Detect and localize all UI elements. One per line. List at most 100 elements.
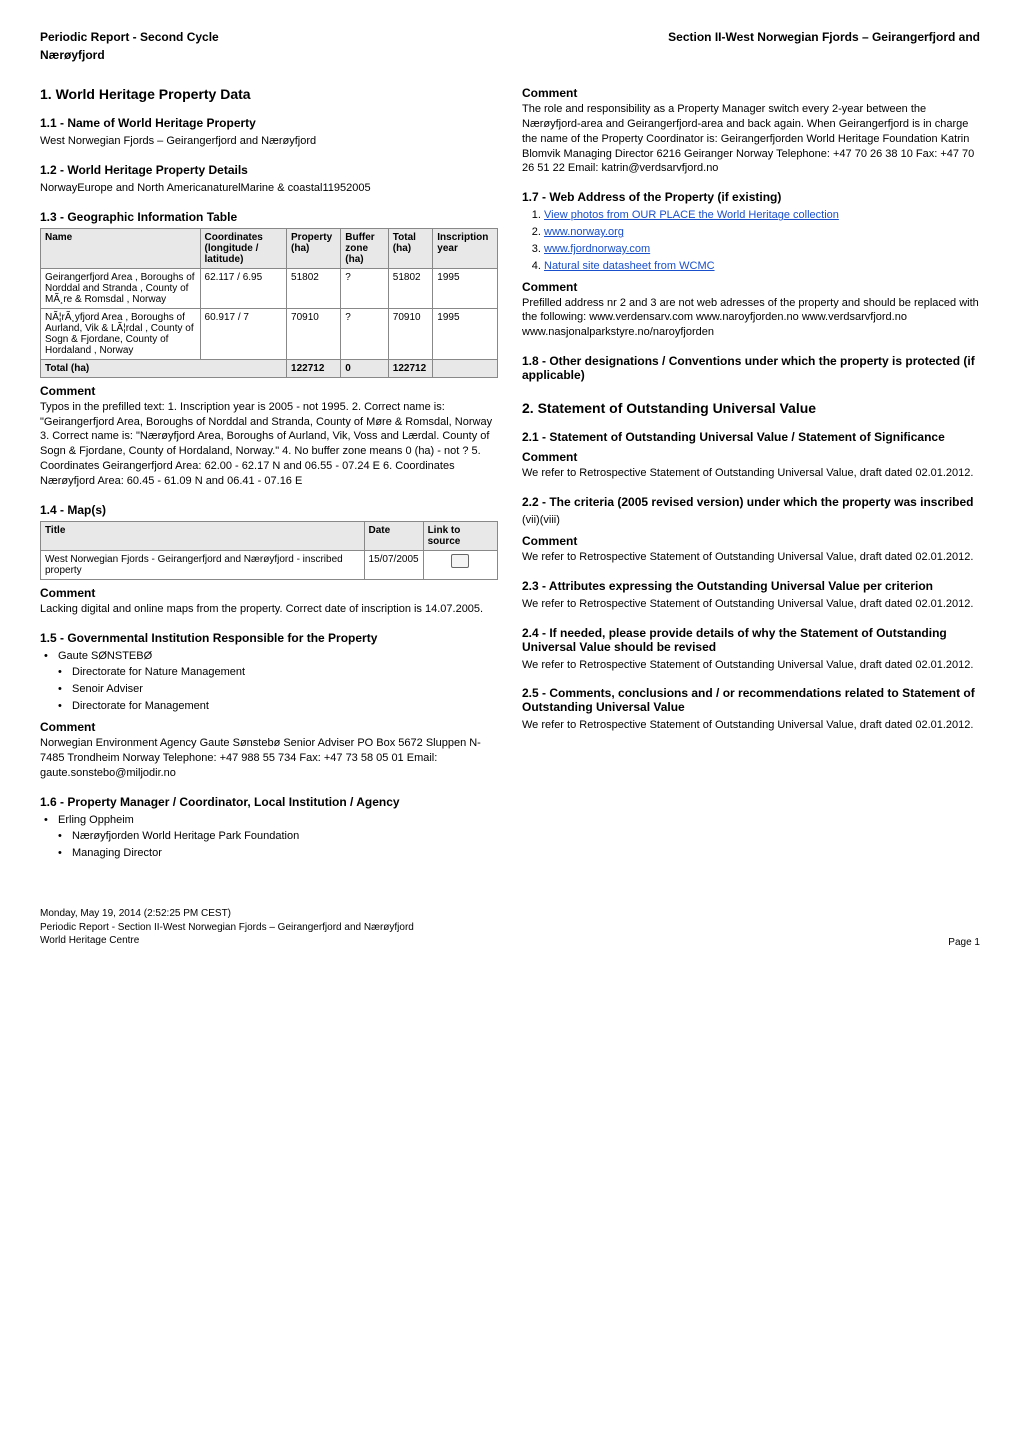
page-footer: Monday, May 19, 2014 (2:52:25 PM CEST) P… (40, 907, 980, 948)
geo-cell: 51802 (388, 268, 432, 308)
section-1-6-comment: The role and responsibility as a Propert… (522, 102, 980, 176)
right-column: Comment The role and responsibility as a… (522, 80, 980, 867)
section-1-title: 1. World Heritage Property Data (40, 86, 498, 102)
footer-page-number: Page 1 (948, 937, 980, 948)
map-col-link: Link to source (423, 521, 497, 550)
section-1-5-comment: Norwegian Environment Agency Gaute Sønst… (40, 736, 498, 781)
geo-col-coords: Coordinates (longitude / latitude) (200, 228, 287, 268)
comment-label: Comment (522, 534, 980, 548)
section-1-7-title: 1.7 - Web Address of the Property (if ex… (522, 190, 980, 204)
section-1-1-text: West Norwegian Fjords – Geirangerfjord a… (40, 134, 498, 149)
section-2-4-text: We refer to Retrospective Statement of O… (522, 658, 980, 673)
footer-timestamp: Monday, May 19, 2014 (2:52:25 PM CEST) (40, 907, 414, 921)
geo-table: Name Coordinates (longitude / latitude) … (40, 228, 498, 378)
section-1-3-title: 1.3 - Geographic Information Table (40, 210, 498, 224)
footer-report-name: Periodic Report - Section II-West Norweg… (40, 921, 414, 935)
section-2-2-comment: We refer to Retrospective Statement of O… (522, 550, 980, 565)
section-1-6-title: 1.6 - Property Manager / Coordinator, Lo… (40, 795, 498, 809)
header-left: Periodic Report - Second Cycle (40, 30, 219, 44)
map-table: Title Date Link to source West Norwegian… (40, 521, 498, 580)
list-item: www.fjordnorway.com (544, 242, 980, 257)
section-2-1-title: 2.1 - Statement of Outstanding Universal… (522, 430, 980, 444)
section-1-5-title: 1.5 - Governmental Institution Responsib… (40, 631, 498, 645)
map-cell-title: West Norwegian Fjords - Geirangerfjord a… (41, 550, 365, 579)
comment-label: Comment (40, 720, 498, 734)
section-1-5-list: Gaute SØNSTEBØ Directorate for Nature Ma… (44, 649, 498, 714)
geo-col-total: Total (ha) (388, 228, 432, 268)
geo-total-label: Total (ha) (41, 359, 287, 377)
comment-label: Comment (40, 586, 498, 600)
section-1-7-comment: Prefilled address nr 2 and 3 are not web… (522, 296, 980, 341)
footer-org: World Heritage Centre (40, 934, 414, 948)
geo-cell: 1995 (433, 308, 498, 359)
web-link[interactable]: www.fjordnorway.com (544, 243, 650, 255)
comment-label: Comment (40, 384, 498, 398)
page-header: Periodic Report - Second Cycle Section I… (40, 30, 980, 44)
section-2-3-title: 2.3 - Attributes expressing the Outstand… (522, 579, 980, 593)
left-column: 1. World Heritage Property Data 1.1 - Na… (40, 80, 498, 867)
geo-cell: 51802 (287, 268, 341, 308)
list-item: View photos from OUR PLACE the World Her… (544, 208, 980, 223)
list-item: Directorate for Nature Management (58, 665, 498, 680)
comment-label: Comment (522, 86, 980, 100)
section-1-4-comment: Lacking digital and online maps from the… (40, 602, 498, 617)
section-1-8-title: 1.8 - Other designations / Conventions u… (522, 354, 980, 382)
list-item: Senoir Adviser (58, 682, 498, 697)
geo-cell: Geirangerfjord Area , Boroughs of Nordda… (41, 268, 201, 308)
geo-cell: 70910 (388, 308, 432, 359)
section-1-2-title: 1.2 - World Heritage Property Details (40, 163, 498, 177)
document-icon (451, 554, 469, 568)
list-item: Managing Director (58, 846, 498, 861)
list-item: Erling Oppheim (44, 813, 498, 828)
section-2-2-title: 2.2 - The criteria (2005 revised version… (522, 495, 980, 509)
geo-total-cell: 122712 (287, 359, 341, 377)
table-row: Geirangerfjord Area , Boroughs of Nordda… (41, 268, 498, 308)
table-row: NÃ¦rÃ¸yfjord Area , Boroughs of Aurland,… (41, 308, 498, 359)
section-2-1-comment: We refer to Retrospective Statement of O… (522, 466, 980, 481)
list-item: www.norway.org (544, 225, 980, 240)
geo-total-cell: 0 (341, 359, 389, 377)
web-link[interactable]: View photos from OUR PLACE the World Her… (544, 209, 839, 221)
section-2-2-text: (vii)(viii) (522, 513, 980, 528)
table-header-row: Name Coordinates (longitude / latitude) … (41, 228, 498, 268)
map-cell-link[interactable] (423, 550, 497, 579)
footer-left: Monday, May 19, 2014 (2:52:25 PM CEST) P… (40, 907, 414, 948)
section-1-3-comment: Typos in the prefilled text: 1. Inscript… (40, 400, 498, 489)
header-right: Section II-West Norwegian Fjords – Geira… (668, 30, 980, 44)
list-item: Gaute SØNSTEBØ (44, 649, 498, 664)
list-item: Directorate for Management (58, 699, 498, 714)
section-2-4-title: 2.4 - If needed, please provide details … (522, 626, 980, 654)
geo-total-cell (433, 359, 498, 377)
section-1-4-title: 1.4 - Map(s) (40, 503, 498, 517)
geo-total-cell: 122712 (388, 359, 432, 377)
web-link[interactable]: Natural site datasheet from WCMC (544, 260, 715, 272)
geo-col-property: Property (ha) (287, 228, 341, 268)
list-item: Nærøyfjorden World Heritage Park Foundat… (58, 829, 498, 844)
geo-cell: 1995 (433, 268, 498, 308)
geo-cell: 60.917 / 7 (200, 308, 287, 359)
geo-cell: 62.117 / 6.95 (200, 268, 287, 308)
geo-col-year: Inscription year (433, 228, 498, 268)
map-cell-date: 15/07/2005 (364, 550, 423, 579)
section-1-6-list: Erling Oppheim Nærøyfjorden World Herita… (44, 813, 498, 862)
geo-cell: 70910 (287, 308, 341, 359)
comment-label: Comment (522, 450, 980, 464)
geo-cell: ? (341, 268, 389, 308)
map-col-title: Title (41, 521, 365, 550)
geo-cell: ? (341, 308, 389, 359)
section-1-2-text: NorwayEurope and North AmericanaturelMar… (40, 181, 498, 196)
section-1-1-title: 1.1 - Name of World Heritage Property (40, 116, 498, 130)
map-col-date: Date (364, 521, 423, 550)
geo-col-name: Name (41, 228, 201, 268)
section-2-title: 2. Statement of Outstanding Universal Va… (522, 400, 980, 416)
geo-col-buffer: Buffer zone (ha) (341, 228, 389, 268)
section-2-3-text: We refer to Retrospective Statement of O… (522, 597, 980, 612)
table-total-row: Total (ha) 122712 0 122712 (41, 359, 498, 377)
section-2-5-title: 2.5 - Comments, conclusions and / or rec… (522, 686, 980, 714)
web-link[interactable]: www.norway.org (544, 226, 624, 238)
geo-cell: NÃ¦rÃ¸yfjord Area , Boroughs of Aurland,… (41, 308, 201, 359)
table-row: West Norwegian Fjords - Geirangerfjord a… (41, 550, 498, 579)
header-sub: Nærøyfjord (40, 48, 980, 62)
list-item: Natural site datasheet from WCMC (544, 259, 980, 274)
comment-label: Comment (522, 280, 980, 294)
